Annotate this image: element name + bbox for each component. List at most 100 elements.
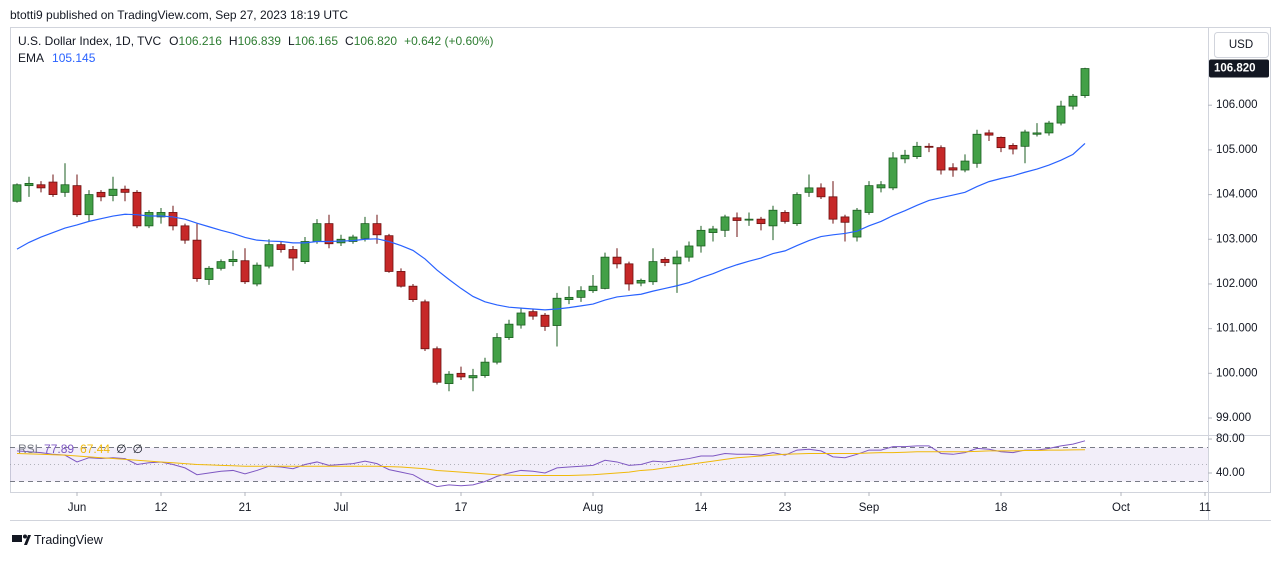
footer-brand: TradingView — [34, 533, 104, 547]
candles — [12, 67, 1090, 392]
candle-body — [96, 191, 106, 198]
candle-body — [624, 263, 634, 285]
candle-body — [576, 290, 586, 298]
footer-logo — [12, 534, 31, 545]
candle-body — [84, 194, 94, 216]
candle-body — [708, 228, 718, 233]
y-tick-label: 103.000 — [1216, 233, 1258, 245]
candle-body — [888, 157, 898, 189]
candle-body — [504, 323, 514, 338]
candle-body — [696, 229, 706, 247]
line-series — [16, 142, 1086, 311]
candle-body — [348, 236, 358, 242]
candle-body — [204, 267, 214, 280]
legend-text: RSI — [18, 442, 38, 456]
candle-body — [564, 296, 574, 300]
candle-body — [264, 244, 274, 267]
candle-body — [912, 145, 922, 157]
candle-body — [420, 301, 430, 350]
candle-body — [120, 188, 130, 193]
candle-body — [384, 235, 394, 272]
candle-body — [48, 181, 58, 195]
candle-body — [180, 225, 190, 241]
candle-body — [996, 136, 1006, 149]
candle-body — [732, 217, 742, 221]
candle-body — [312, 223, 322, 242]
candle-body — [876, 184, 886, 189]
last-price-label: 106.820 — [1214, 63, 1256, 75]
last-price-box — [1209, 59, 1269, 78]
candle-body — [684, 245, 694, 258]
candle-body — [672, 256, 682, 265]
candle-body — [456, 372, 466, 378]
x-tick-label: Jul — [334, 502, 349, 514]
candle-body — [492, 337, 502, 363]
candle-body — [408, 285, 418, 300]
candle-body — [648, 261, 658, 283]
candle-body — [936, 147, 946, 171]
legend-text: 106.839 — [238, 34, 282, 48]
candle-body — [432, 348, 442, 383]
candle-body — [636, 279, 646, 284]
candle-body — [600, 256, 610, 289]
candle-body — [552, 297, 562, 326]
y-tick-label: 105.000 — [1216, 144, 1258, 156]
candle-body — [36, 184, 46, 189]
currency-box[interactable] — [1214, 32, 1269, 58]
candle-body — [792, 194, 802, 225]
y-tick-label: 106.000 — [1216, 99, 1258, 111]
legend-text: +0.642 (+0.60%) — [404, 34, 493, 48]
y-tick-label: 104.000 — [1216, 189, 1258, 201]
x-tick-label: Aug — [583, 502, 603, 514]
x-tick-label: 11 — [1199, 502, 1211, 514]
candle-body — [156, 212, 166, 218]
line-series — [16, 440, 1086, 488]
x-tick-label: Sep — [859, 502, 879, 514]
y-tick-label: 40.00 — [1216, 467, 1245, 479]
candle-body — [360, 223, 370, 239]
x-tick-label: 23 — [779, 502, 792, 514]
legend-text: O — [169, 34, 178, 48]
x-tick-label: 21 — [239, 502, 252, 514]
line-series — [16, 449, 1086, 477]
candle-body — [540, 314, 550, 327]
candle-body — [468, 375, 478, 379]
candle-body — [276, 244, 286, 250]
candle-body — [612, 256, 622, 265]
candle-body — [1044, 122, 1054, 134]
candle-body — [300, 241, 310, 263]
candle-body — [216, 261, 226, 269]
legend-text: H — [229, 34, 238, 48]
candle-body — [1020, 131, 1030, 147]
candle-body — [288, 249, 298, 259]
y-tick-label: 99.000 — [1216, 412, 1251, 424]
legend-text: 106.165 — [295, 34, 339, 48]
candle-body — [744, 218, 754, 221]
y-tick-label: 101.000 — [1216, 323, 1258, 335]
candle-body — [660, 258, 670, 263]
candle-body — [480, 361, 490, 376]
x-tick-label: 18 — [995, 502, 1008, 514]
candle-body — [228, 258, 238, 263]
candle-body — [924, 145, 934, 148]
candle-body — [60, 184, 70, 193]
candle-body — [1056, 105, 1066, 124]
x-tick-label: Oct — [1112, 502, 1131, 514]
candle-body — [1032, 132, 1042, 135]
candle-body — [108, 188, 118, 196]
candle-body — [948, 167, 958, 171]
currency-label: USD — [1229, 39, 1253, 51]
y-tick-label: 102.000 — [1216, 278, 1258, 290]
candle-body — [1080, 68, 1090, 96]
candle-body — [588, 285, 598, 292]
rsi-band — [10, 447, 1208, 482]
publisher-header: btotti9 published on TradingView.com, Se… — [10, 8, 348, 22]
x-tick-label: 17 — [455, 502, 468, 514]
candle-body — [828, 196, 838, 220]
candle-body — [900, 154, 910, 160]
candle-body — [984, 132, 994, 136]
x-tick-label: 14 — [695, 502, 708, 514]
legend-text: L — [288, 34, 295, 48]
candle-body — [252, 264, 262, 285]
